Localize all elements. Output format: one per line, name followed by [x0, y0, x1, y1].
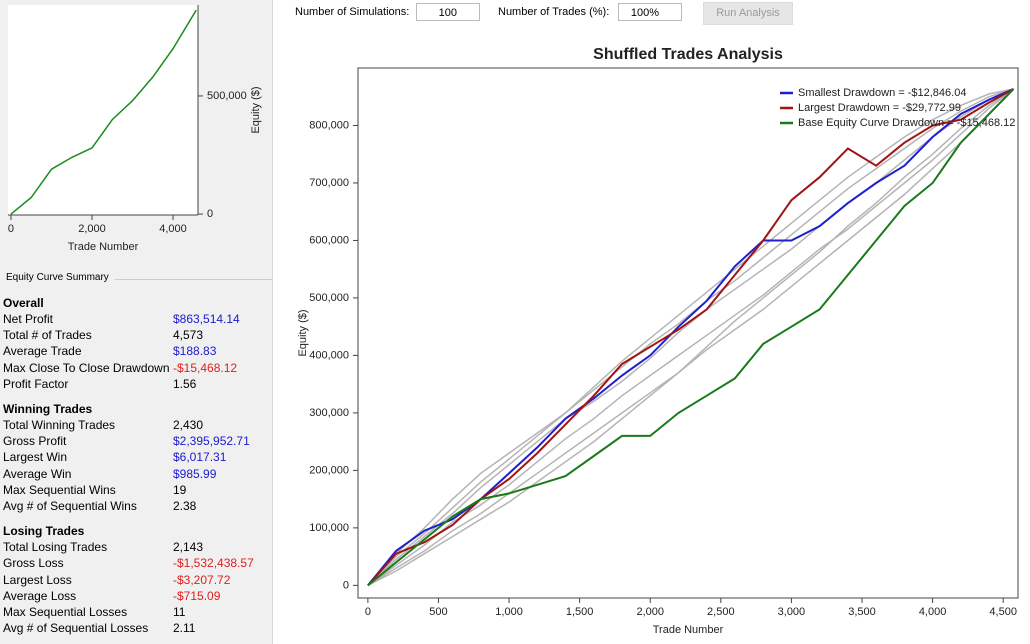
trades-input[interactable]: 100% — [618, 3, 682, 21]
series-line — [367, 88, 1014, 587]
row-label: Total # of Trades — [3, 328, 92, 343]
x-tick-label: 4,000 — [919, 606, 947, 618]
row-value: $985.99 — [173, 466, 217, 481]
y-tick-label: 0 — [207, 208, 213, 220]
x-axis-label: Trade Number — [68, 241, 139, 253]
plot-area — [8, 5, 198, 215]
x-tick-label: 2,500 — [707, 606, 735, 618]
row-value: 2,430 — [173, 418, 204, 432]
y-tick-label: 500,000 — [309, 292, 349, 304]
row-label: Gross Loss — [3, 556, 64, 571]
row-value: -$1,532,438.57 — [173, 556, 254, 571]
series-line — [367, 88, 1014, 586]
row-label: Average Win — [3, 466, 72, 481]
x-tick-label: 4,500 — [989, 606, 1017, 618]
y-axis-label: Equity ($) — [250, 86, 262, 133]
row-label: Gross Profit — [3, 434, 67, 449]
row-label: Net Profit — [3, 312, 54, 326]
row-value: $863,514.14 — [173, 312, 240, 326]
group-title: Equity Curve Summary — [6, 272, 109, 283]
x-axis-label: Trade Number — [653, 624, 724, 636]
row-label: Max Sequential Losses — [3, 605, 128, 619]
summary-panel: 0 2,000 4,000 0 500,000 Trade Number Equity ($… — [0, 0, 273, 644]
x-tick-label: 2,000 — [78, 223, 106, 235]
main-chart: 0 500 1,000 1,500 2,000 2,500 3,000 3,500 4,000 4… — [297, 46, 1019, 636]
legend-label: Smallest Drawdown = -$12,846.04 — [798, 87, 966, 99]
mini-chart: 0 2,000 4,000 0 500,000 Trade Number Equity ($… — [8, 5, 262, 253]
y-tick-label: 700,000 — [309, 177, 349, 189]
row-value: 2.11 — [173, 621, 196, 636]
row-label: Avg # of Sequential Wins — [3, 499, 137, 513]
legend-label: Largest Drawdown = -$29,772.99 — [798, 102, 961, 114]
series-line — [367, 88, 1014, 587]
row-label: Profit Factor — [3, 376, 69, 391]
y-tick-label: 0 — [343, 579, 349, 591]
y-tick-label: 300,000 — [309, 407, 349, 419]
row-label: Max Sequential Wins — [3, 482, 116, 497]
y-tick-label: 100,000 — [309, 522, 349, 534]
row-value: -$715.09 — [173, 588, 221, 603]
section-title: Overall — [3, 296, 44, 310]
y-tick-label: 800,000 — [309, 119, 349, 131]
series-line — [367, 88, 1014, 587]
y-tick-label: 400,000 — [309, 349, 349, 361]
y-tick-label: 500,000 — [207, 90, 247, 102]
x-tick-label: 3,500 — [848, 606, 876, 618]
run-button[interactable]: Run Analysis — [703, 2, 793, 25]
row-value: -$3,207.72 — [173, 572, 231, 587]
series-line — [367, 88, 1014, 586]
row-label: Average Trade — [3, 344, 82, 359]
row-label: Max Close To Close Drawdown — [3, 360, 170, 375]
row-value: 2.38 — [173, 499, 197, 513]
series-line — [367, 88, 1014, 586]
series-line — [367, 88, 1015, 587]
section-title: Winning Trades — [3, 402, 93, 416]
series-line — [10, 9, 197, 215]
x-tick-label: 2,000 — [636, 606, 664, 618]
row-value: 2,143 — [173, 540, 204, 555]
row-label: Total Winning Trades — [3, 418, 116, 432]
x-tick-label: 4,000 — [159, 223, 187, 235]
x-tick-label: 0 — [8, 223, 14, 235]
x-tick-label: 0 — [365, 606, 371, 618]
sim-label: Number of Simulations: — [295, 6, 410, 18]
row-value: $188.83 — [173, 344, 217, 359]
row-value: -$15,468.12 — [173, 360, 238, 375]
row-label: Largest Loss — [3, 572, 72, 587]
row-label: Avg # of Sequential Losses — [3, 621, 149, 636]
section-title: Losing Trades — [3, 524, 85, 539]
row-label: Total Losing Trades — [3, 540, 108, 555]
x-tick-label: 3,000 — [778, 606, 806, 618]
row-value: 11 — [173, 605, 186, 619]
row-label: Largest Win — [3, 450, 68, 465]
sim-input[interactable]: 100 — [416, 3, 480, 21]
x-tick-label: 1,500 — [566, 606, 594, 618]
row-label: Average Loss — [3, 588, 77, 603]
row-value: 19 — [173, 482, 187, 497]
legend-label: Base Equity Curve Drawdown = -$15,468.12 — [798, 117, 1015, 129]
row-value: 1.56 — [173, 376, 197, 391]
series-line — [367, 88, 1015, 587]
row-value: $2,395,952.71 — [173, 434, 250, 449]
trades-label: Number of Trades (%): — [498, 6, 610, 18]
row-value: $6,017.31 — [173, 450, 227, 465]
chart-title: Shuffled Trades Analysis — [593, 46, 783, 63]
y-tick-label: 200,000 — [309, 464, 349, 476]
group-rule — [115, 279, 272, 280]
x-tick-label: 500 — [429, 606, 447, 618]
plot-frame — [357, 67, 1019, 599]
x-tick-label: 1,000 — [495, 606, 523, 618]
y-tick-label: 600,000 — [309, 234, 349, 246]
row-value: 4,573 — [173, 328, 204, 343]
y-axis-label: Equity ($) — [297, 309, 309, 356]
